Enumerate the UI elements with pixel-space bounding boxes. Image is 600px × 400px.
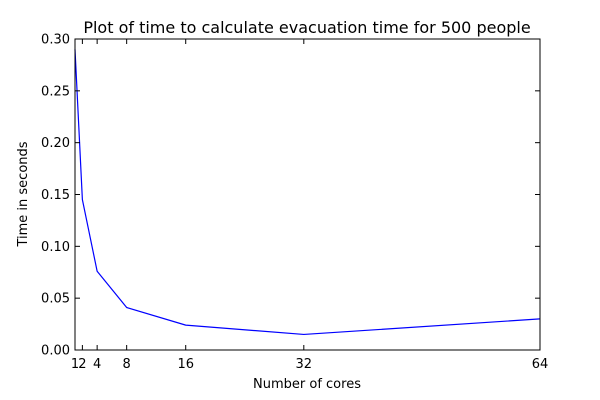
x-tick-label: 8 [123, 357, 131, 372]
y-tick-label: 0.25 [41, 84, 70, 99]
series-line [74, 49, 541, 336]
x-tick-label: 32 [296, 357, 313, 372]
y-tick-label: 0.20 [41, 136, 70, 151]
plot-frame [74, 38, 541, 351]
x-tick-label: 4 [93, 357, 101, 372]
y-tick-label: 0.05 [41, 292, 70, 307]
x-tick-label: 1 [71, 357, 79, 372]
x-tick-label: 64 [532, 357, 549, 372]
x-axis-label: Number of cores [253, 377, 361, 392]
y-tick-label: 0.10 [41, 240, 70, 255]
y-tick-label: 0.00 [41, 344, 70, 359]
plot-area [74, 49, 541, 336]
x-tick-label: 16 [177, 357, 194, 372]
y-axis-label: Time in seconds [16, 141, 31, 247]
x-tick-label: 2 [78, 357, 86, 372]
axis-ticks: 1 2 4 8 16 32 64 0.00 0.05 0.10 0.15 0.20 0.25 0.30 [41, 33, 548, 373]
y-tick-label: 0.30 [41, 33, 70, 48]
chart-title: Plot of time to calculate evacuation tim… [83, 18, 530, 37]
y-tick-label: 0.15 [41, 188, 70, 203]
